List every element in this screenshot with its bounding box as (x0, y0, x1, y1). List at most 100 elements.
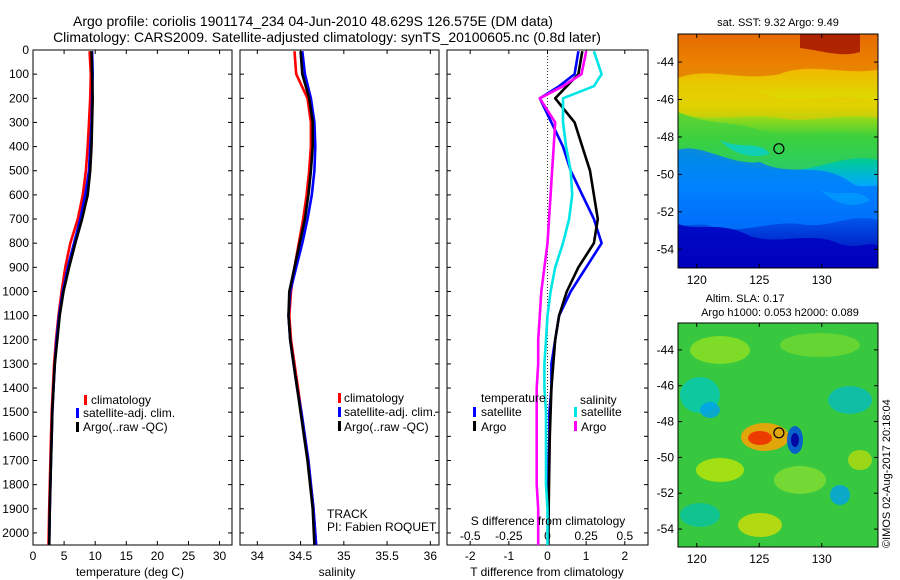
legend-swatch-argo (76, 422, 79, 432)
difference-top-label: S difference from climatology (471, 514, 626, 528)
track-label: TRACK (327, 507, 368, 521)
y-tick-label: 1600 (2, 429, 29, 443)
sla-map-title: Altim. SLA: 0.17 (706, 293, 785, 305)
sla-map-x-ticks: 120 125 130 (687, 323, 832, 566)
salinity-tick-label: 0.5 (616, 529, 633, 543)
x-tick-label: 35.5 (375, 549, 399, 563)
legend-swatch-satellite (76, 408, 79, 418)
difference-legend: temperature salinity satellite Argo sate… (473, 391, 622, 434)
temperature-axes-frame (32, 49, 233, 546)
x-tick-label: 0 (30, 549, 37, 563)
sst-map-frame (677, 33, 879, 269)
x-tick-label: 15 (120, 549, 134, 563)
temperature-series-lines (47, 51, 94, 546)
temperature-panel: 0100200300400500600700800900100011001200… (2, 43, 233, 579)
x-tick-label: 2 (621, 549, 628, 563)
x-tick-label: 25 (182, 549, 196, 563)
y-tick-label: 2000 (2, 526, 29, 540)
x-tick-label: 34.5 (289, 549, 313, 563)
x-tick-label: 125 (749, 273, 769, 287)
x-tick-label: 20 (151, 549, 165, 563)
x-tick-label: 130 (812, 552, 832, 566)
y-tick-label: 900 (9, 260, 29, 274)
y-tick-label: -46 (657, 93, 675, 107)
y-tick-label: 700 (9, 212, 29, 226)
argo-location-marker (773, 143, 785, 155)
legend-label-sal-argo: Argo (581, 420, 607, 434)
y-tick-label: 1100 (3, 309, 29, 323)
x-tick-label: 0 (544, 549, 551, 563)
legend-swatch-temp-argo (473, 421, 476, 431)
legend-swatch-satellite (338, 407, 341, 417)
temperature-legend: climatology satellite-adj. clim. Argo(..… (76, 393, 175, 434)
legend-swatch-climatology (338, 393, 341, 403)
legend-label-climatology: climatology (344, 391, 404, 405)
series-line-salinity-argo (535, 50, 588, 545)
x-tick-label: 10 (89, 549, 103, 563)
legend-label-climatology: climatology (91, 393, 151, 407)
salinity-y-ticks (240, 49, 439, 534)
difference-x-label: T difference from climatology (470, 565, 624, 579)
argo-location-marker (773, 427, 785, 439)
legend-label-temp-argo: Argo (481, 420, 507, 434)
sla-map-panel: Altim. SLA: 0.17 Argo h1000: 0.053 h2000… (657, 293, 879, 566)
y-tick-label: 400 (9, 140, 29, 154)
x-tick-label: 34 (251, 549, 265, 563)
y-tick-label: -52 (657, 486, 675, 500)
legend-swatch-sal-satellite (574, 407, 577, 417)
y-tick-label: -46 (657, 379, 675, 393)
legend-heading-salinity: salinity (580, 393, 617, 407)
series-line-argo-raw-qc (287, 51, 316, 546)
difference-y-ticks (447, 49, 648, 534)
legend-label-satellite: satellite-adj. clim. (83, 406, 175, 420)
sst-map-panel: sat. SST: 9.32 Argo: 9.49 -44 -46 -48 -50 -5… (657, 17, 879, 287)
pi-label: PI: Fabien ROQUET (327, 520, 437, 534)
y-tick-label: 1900 (2, 502, 29, 516)
x-tick-label: 30 (213, 549, 227, 563)
y-tick-label: 1400 (2, 381, 29, 395)
difference-panel: -2 -1 0 1 2 -0.5 -0.25 0 0.25 0.5 T difference f… (446, 49, 649, 579)
legend-heading-temperature: temperature (481, 391, 546, 405)
x-tick-label: 120 (687, 273, 707, 287)
salinity-tick-label: -0.25 (495, 529, 523, 543)
sla-map-y-ticks: -44 -46 -48 -50 -52 -54 (657, 343, 878, 536)
y-tick-label: 800 (9, 236, 29, 250)
y-tick-label: 1800 (2, 478, 29, 492)
sst-map-title: sat. SST: 9.32 Argo: 9.49 (717, 17, 839, 29)
legend-swatch-argo (338, 421, 341, 431)
y-tick-label: -44 (657, 55, 675, 69)
x-tick-label: 120 (687, 552, 707, 566)
difference-series-lines (535, 50, 603, 546)
y-tick-label: 1500 (2, 405, 29, 419)
legend-label-sal-satellite: satellite (581, 405, 622, 419)
y-tick-label: -48 (657, 130, 675, 144)
x-tick-label: 35 (337, 549, 351, 563)
figure-title-line2: Climatology: CARS2009. Satellite-adjuste… (53, 29, 601, 45)
salinity-x-ticks: 34 34.5 35 35.5 36 (251, 50, 437, 563)
legend-label-satellite: satellite-adj. clim. (344, 405, 436, 419)
series-line-salinity-satellite (543, 50, 603, 545)
sla-map-image (678, 323, 878, 547)
salinity-axes-frame (239, 49, 440, 546)
y-tick-label: -50 (657, 450, 675, 464)
legend-swatch-sal-argo (574, 421, 577, 431)
x-tick-label: 1 (583, 549, 590, 563)
x-tick-label: -2 (465, 549, 476, 563)
sst-map-image (678, 34, 878, 268)
y-tick-label: -48 (657, 415, 675, 429)
salinity-series-lines (287, 51, 318, 546)
imos-timestamp: ©IMOS 02-Aug-2017 20:18:04 (881, 399, 893, 548)
series-line-temperature-argo (547, 50, 600, 546)
y-tick-label: -50 (657, 167, 675, 181)
y-tick-label: 0 (22, 43, 29, 57)
y-tick-label: 600 (9, 188, 29, 202)
y-tick-label: -54 (657, 242, 675, 256)
y-tick-label: 100 (9, 67, 29, 81)
y-tick-label: 300 (9, 115, 29, 129)
sst-map-x-ticks: 120 125 130 (687, 34, 832, 287)
temperature-y-ticks: 0 100 200 300 400 500 600 700 800 900 1000 1100 1200… (2, 43, 232, 540)
x-tick-label: 5 (61, 549, 68, 563)
legend-label-argo: Argo(..raw -QC) (83, 420, 168, 434)
salinity-legend: climatology satellite-adj. clim. Argo(..… (338, 391, 436, 434)
